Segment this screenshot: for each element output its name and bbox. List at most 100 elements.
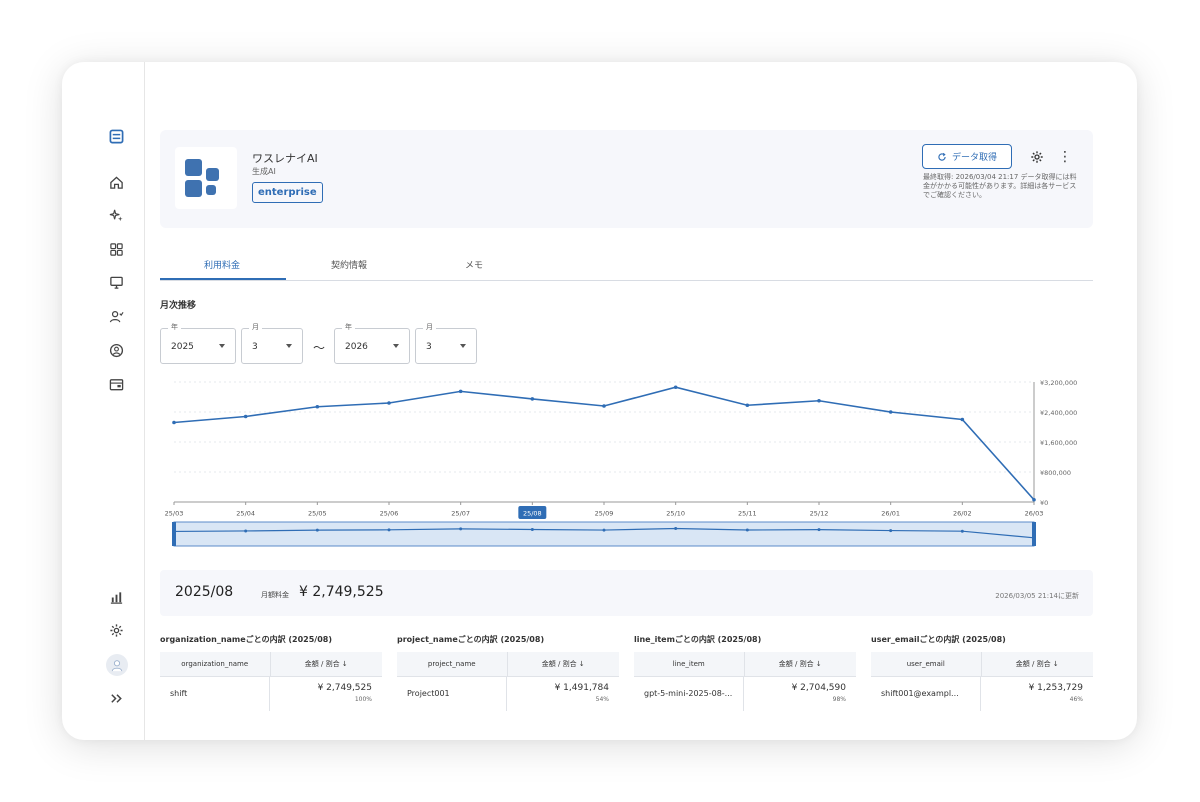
sort-arrow-icon: ↓ bbox=[815, 660, 822, 668]
column-header[interactable]: project_name bbox=[397, 652, 508, 676]
percentage: 54% bbox=[595, 696, 609, 703]
wallet-icon[interactable] bbox=[106, 374, 126, 394]
chart-svg: ¥0 ¥800,000 ¥1,600,000 ¥2,400,000 ¥3,200,000… bbox=[165, 379, 1077, 547]
x-tick-label: 25/09 bbox=[595, 510, 614, 518]
monitor-icon[interactable] bbox=[106, 272, 126, 292]
settings-gear-icon[interactable] bbox=[1030, 149, 1046, 165]
table-header: line_item 金額 / 割合 ↓ bbox=[634, 652, 856, 677]
column-header-sortable[interactable]: 金額 / 割合 ↓ bbox=[745, 659, 857, 669]
breakdown-title: organization_nameごとの内訳 (2025/08) bbox=[160, 635, 333, 644]
data-point bbox=[243, 414, 248, 419]
column-header-sortable[interactable]: 金額 / 割合 ↓ bbox=[271, 659, 383, 669]
sort-arrow-icon: ↓ bbox=[1052, 660, 1059, 668]
caret-down-icon bbox=[460, 344, 466, 348]
from-month-value: 3 bbox=[252, 342, 258, 352]
data-point bbox=[602, 404, 606, 408]
x-tick-label: 25/10 bbox=[666, 510, 685, 518]
summary-updated: 2026/03/05 21:14に更新 bbox=[995, 592, 1079, 600]
fetch-data-button[interactable]: データ取得 bbox=[922, 144, 1012, 169]
range-slider-point bbox=[387, 528, 391, 532]
from-year-select[interactable]: 年 2025 bbox=[160, 322, 236, 364]
breakdown-title: user_emailごとの内訳 (2025/08) bbox=[871, 635, 1006, 644]
data-point bbox=[673, 385, 678, 390]
section-title: 月次推移 bbox=[160, 301, 197, 311]
table-header: project_name 金額 / 割合 ↓ bbox=[397, 652, 619, 677]
tab-usage-fee[interactable]: 利用料金 bbox=[204, 261, 241, 271]
amount: ¥ 2,704,590 bbox=[791, 683, 846, 693]
cell-amount: ¥ 1,491,784 54% bbox=[507, 677, 619, 711]
cell-name: gpt-5-mini-2025-08-... bbox=[634, 677, 744, 711]
y-tick-label: ¥3,200,000 bbox=[1040, 379, 1077, 387]
column-header-sortable[interactable]: 金額 / 割合 ↓ bbox=[982, 659, 1094, 669]
amount: ¥ 1,253,729 bbox=[1028, 683, 1083, 693]
x-tick-label: 25/04 bbox=[236, 510, 255, 518]
sparkle-icon[interactable] bbox=[106, 205, 126, 225]
breakdown-table: project_name 金額 / 割合 ↓ Project001 ¥ 1,49… bbox=[397, 652, 619, 711]
data-point bbox=[172, 420, 176, 425]
to-year-select[interactable]: 年 2026 bbox=[334, 322, 410, 364]
fetch-info-text: 最終取得: 2026/03/04 21:17 データ取得には料金がかかる可能性が… bbox=[923, 173, 1077, 199]
sort-arrow-icon: ↓ bbox=[341, 660, 348, 668]
tab-bar: 利用料金 契約情報 メモ bbox=[160, 250, 1093, 281]
breakdown-table: organization_name 金額 / 割合 ↓ shift ¥ 2,74… bbox=[160, 652, 382, 711]
column-header[interactable]: line_item bbox=[634, 652, 745, 676]
app-header: ワスレナイAI 生成AI enterprise データ取得 ⋮ 最終取得: 20… bbox=[160, 130, 1093, 228]
app-logo bbox=[175, 147, 237, 209]
home-icon[interactable] bbox=[106, 172, 126, 192]
plan-badge: enterprise bbox=[252, 182, 323, 203]
more-vert-icon[interactable]: ⋮ bbox=[1058, 149, 1072, 165]
user-check-icon[interactable] bbox=[106, 306, 126, 326]
table-header: organization_name 金額 / 割合 ↓ bbox=[160, 652, 382, 677]
range-separator: ～ bbox=[313, 341, 326, 355]
data-point bbox=[1032, 497, 1036, 502]
data-point bbox=[458, 389, 463, 394]
column-header[interactable]: user_email bbox=[871, 652, 982, 676]
chevrons-right-icon[interactable] bbox=[106, 688, 126, 708]
column-header-sortable[interactable]: 金額 / 割合 ↓ bbox=[508, 659, 620, 669]
x-tick-label: 25/12 bbox=[810, 510, 829, 518]
data-point bbox=[960, 417, 965, 422]
range-slider-point bbox=[602, 528, 606, 532]
cell-amount: ¥ 2,749,525 100% bbox=[270, 677, 382, 711]
summary-month: 2025/08 bbox=[175, 584, 234, 600]
grid-icon[interactable] bbox=[106, 239, 126, 259]
app-name: ワスレナイAI bbox=[252, 152, 318, 165]
app-category: 生成AI bbox=[252, 167, 276, 176]
y-tick-label: ¥0 bbox=[1040, 499, 1048, 507]
range-slider-point bbox=[459, 527, 463, 531]
table-row: Project001 ¥ 1,491,784 54% bbox=[397, 677, 619, 711]
from-month-select[interactable]: 月 3 bbox=[241, 322, 303, 364]
cell-amount: ¥ 2,704,590 98% bbox=[744, 677, 856, 711]
breakdown-organization: organization_nameごとの内訳 (2025/08) organiz… bbox=[160, 634, 382, 711]
avatar-icon[interactable] bbox=[106, 654, 128, 676]
monthly-chart[interactable]: ¥0 ¥800,000 ¥1,600,000 ¥2,400,000 ¥3,200,000… bbox=[160, 374, 1095, 556]
gear-icon[interactable] bbox=[106, 620, 126, 640]
logo-icon[interactable] bbox=[106, 126, 126, 146]
series-line bbox=[173, 386, 1035, 501]
range-handle-left bbox=[172, 522, 176, 546]
percentage: 100% bbox=[354, 696, 372, 703]
from-year-value: 2025 bbox=[171, 342, 194, 352]
column-header-label: 金額 / 割合 bbox=[541, 660, 577, 668]
y-tick-label: ¥1,600,000 bbox=[1040, 439, 1077, 447]
tab-contract-info[interactable]: 契約情報 bbox=[331, 261, 368, 271]
range-slider-point bbox=[817, 528, 821, 532]
x-tick-label: 25/06 bbox=[380, 510, 399, 518]
range-slider-point bbox=[960, 529, 964, 533]
x-tick-label: 26/03 bbox=[1025, 510, 1044, 518]
table-header: user_email 金額 / 割合 ↓ bbox=[871, 652, 1093, 677]
account-circle-icon[interactable] bbox=[106, 340, 126, 360]
breakdown-table: user_email 金額 / 割合 ↓ shift001@exampl... … bbox=[871, 652, 1093, 711]
to-month-label: 月 bbox=[423, 322, 436, 332]
table-row: shift ¥ 2,749,525 100% bbox=[160, 677, 382, 711]
range-slider-point bbox=[745, 528, 749, 532]
range-slider-point bbox=[889, 529, 893, 533]
tab-memo[interactable]: メモ bbox=[465, 261, 484, 271]
bar-chart-icon[interactable] bbox=[106, 587, 126, 607]
data-point bbox=[530, 397, 535, 401]
x-tick-label: 25/11 bbox=[738, 510, 757, 518]
breakdown-project: project_nameごとの内訳 (2025/08) project_name… bbox=[397, 634, 619, 711]
column-header[interactable]: organization_name bbox=[160, 652, 271, 676]
to-month-select[interactable]: 月 3 bbox=[415, 322, 477, 364]
column-header-label: 金額 / 割合 bbox=[304, 660, 340, 668]
